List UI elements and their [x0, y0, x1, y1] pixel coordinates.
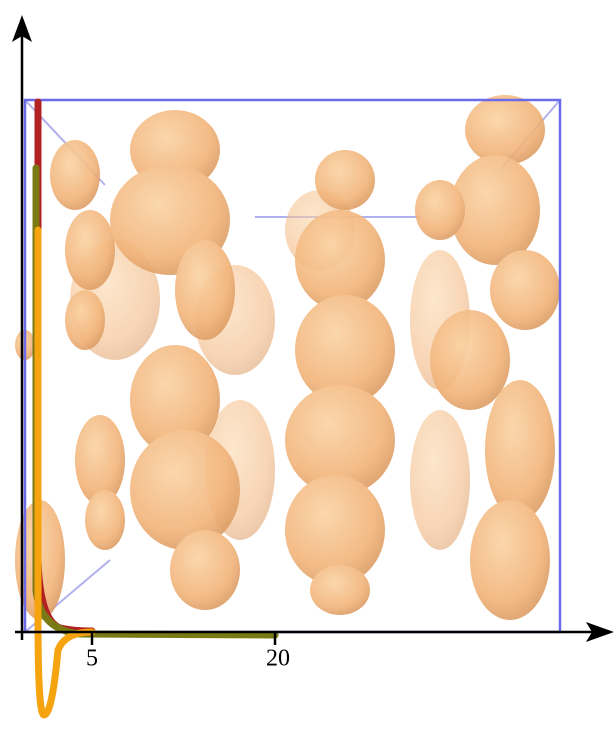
- molecules: [15, 95, 560, 620]
- x-tick-label: 20: [266, 646, 290, 672]
- x-tick-label: 5: [86, 646, 98, 672]
- figure: 5 20: [0, 0, 616, 730]
